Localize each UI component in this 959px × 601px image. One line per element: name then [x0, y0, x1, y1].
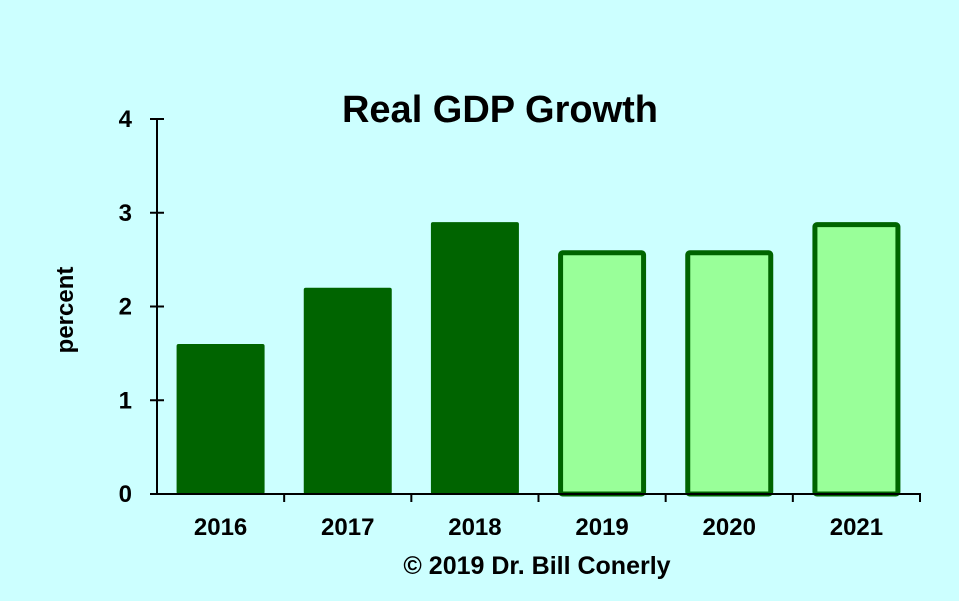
x-tick-label: 2018 [448, 514, 501, 541]
chart-title: Real GDP Growth [342, 89, 658, 131]
y-tick-label: 2 [119, 294, 132, 321]
x-tick-label: 2019 [575, 514, 628, 541]
bar-2021 [812, 222, 901, 497]
y-tick-label: 3 [119, 200, 132, 227]
y-tick-label: 1 [119, 387, 132, 414]
x-tick-label: 2020 [703, 514, 756, 541]
bar-2018 [430, 222, 519, 494]
x-tick-label: 2016 [194, 514, 247, 541]
bar-2016 [176, 344, 265, 494]
bar-2017 [303, 287, 392, 494]
y-tick-label: 4 [119, 106, 133, 133]
bar-2020 [685, 250, 774, 497]
y-axis-label: percent [52, 267, 79, 354]
x-tick-label: 2017 [321, 514, 374, 541]
bar-2019 [558, 250, 647, 497]
y-tick-label: 0 [119, 481, 132, 508]
x-tick-label: 2021 [830, 514, 883, 541]
copyright-footer: © 2019 Dr. Bill Conerly [403, 552, 670, 580]
